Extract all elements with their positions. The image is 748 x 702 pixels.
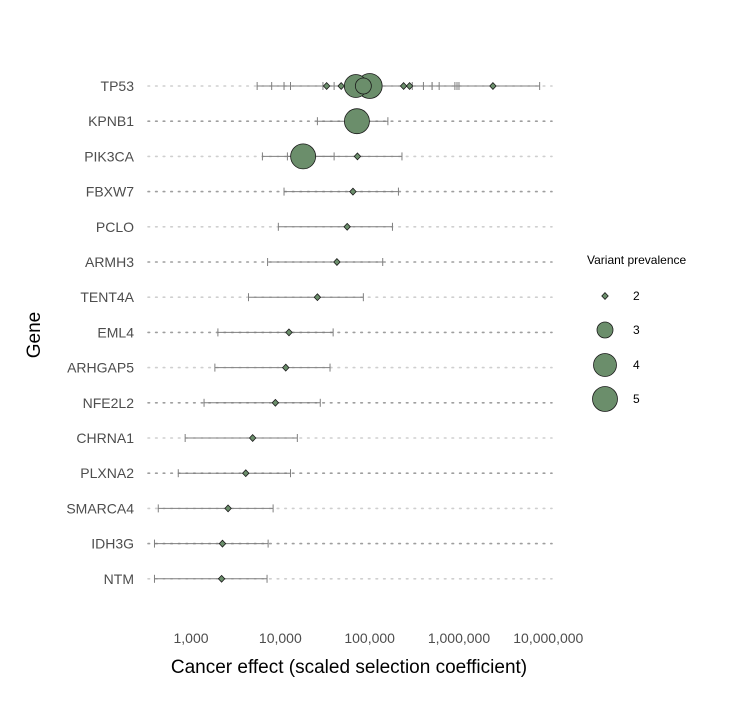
gene-label-fbxw7: FBXW7 <box>86 184 134 200</box>
point-tp53-7 <box>489 82 497 90</box>
point-tp53-3 <box>322 82 331 90</box>
point-armh3-0 <box>333 258 341 266</box>
legend-key-3 <box>596 321 614 339</box>
legend-key-5 <box>592 386 618 412</box>
gene-label-tent4a: TENT4A <box>80 289 134 305</box>
gene-label-pclo: PCLO <box>96 219 134 235</box>
legend-key-4 <box>593 353 617 377</box>
point-pik3ca-0 <box>290 143 317 170</box>
gene-label-pik3ca: PIK3CA <box>84 148 134 164</box>
point-fbxw7-0 <box>349 187 357 196</box>
legend-label-4: 4 <box>633 358 640 372</box>
gene-labels: TP53 KPNB1 PIK3CA FBXW7 PCLO ARMH3 TENT4A EML4 A… <box>66 78 134 587</box>
point-eml4-0 <box>285 328 293 337</box>
point-tp53-5 <box>399 82 408 90</box>
x-tick-label-0: 1,000 <box>173 630 208 646</box>
gene-label-nfe2l2: NFE2L2 <box>83 395 135 411</box>
gene-label-chrna1: CHRNA1 <box>76 430 134 446</box>
x-tick-label-4: 10,000,000 <box>513 630 583 646</box>
x-tick-label-3: 1,000,000 <box>428 630 490 646</box>
legend-title: Variant prevalence <box>587 253 686 267</box>
gene-label-armh3: ARMH3 <box>85 254 134 270</box>
x-tick-label-2: 100,000 <box>344 630 395 646</box>
gene-label-kpnb1: KPNB1 <box>88 113 134 129</box>
point-chrna1-0 <box>248 434 257 442</box>
points-layer <box>217 73 497 583</box>
gene-label-eml4: EML4 <box>97 324 134 340</box>
x-axis-title: Cancer effect (scaled selection coeffici… <box>171 657 527 678</box>
point-pclo-0 <box>343 222 351 231</box>
y-axis-title: Gene <box>24 312 45 358</box>
point-plxna2-0 <box>241 469 250 478</box>
gene-label-arhgap5: ARHGAP5 <box>67 360 134 376</box>
grid-layer <box>147 85 553 580</box>
point-idh3g-0 <box>218 539 227 548</box>
gene-label-plxna2: PLXNA2 <box>80 465 134 481</box>
x-axis-ticks: 1,000 10,000 100,000 1,000,000 10,000,000 <box>173 630 583 646</box>
x-tick-label-1: 10,000 <box>259 630 302 646</box>
gene-label-tp53: TP53 <box>101 78 135 94</box>
point-tp53-2 <box>354 77 372 95</box>
point-pik3ca-1 <box>353 152 362 161</box>
point-ntm-0 <box>217 574 226 583</box>
point-nfe2l2-0 <box>271 398 280 407</box>
point-arhgap5-0 <box>282 363 290 372</box>
gene-label-ntm: NTM <box>104 571 134 587</box>
gene-label-smarca4: SMARCA4 <box>66 500 134 516</box>
point-tp53-4 <box>337 82 345 90</box>
point-smarca4-0 <box>224 504 232 513</box>
legend-label-3: 3 <box>633 323 640 337</box>
point-kpnb1-0 <box>344 108 370 135</box>
legend-label-2: 2 <box>633 289 640 303</box>
gene-label-idh3g: IDH3G <box>91 536 134 552</box>
point-tent4a-0 <box>313 293 322 302</box>
legend-key-2 <box>601 292 609 300</box>
legend: Variant prevalence 2 3 4 5 <box>587 253 686 412</box>
point-tp53-6 <box>405 82 414 90</box>
legend-items: 2 3 4 5 <box>592 289 640 412</box>
legend-label-5: 5 <box>633 392 640 406</box>
